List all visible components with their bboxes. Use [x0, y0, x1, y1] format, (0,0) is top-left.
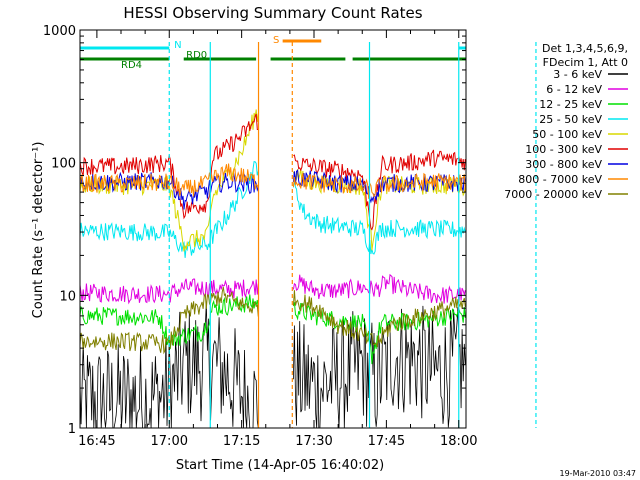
series-lines: [79, 109, 466, 429]
flag-label-n: N: [174, 40, 181, 51]
series-line-7000-20000kev-1: [292, 290, 466, 348]
y-tick-label-1: 10: [59, 289, 76, 304]
legend-label-7: 800 - 7000 keV: [518, 173, 602, 186]
legend-label-0: 3 - 6 keV: [553, 68, 602, 81]
y-axis-label: Count Rate (s⁻¹ detector⁻¹): [31, 142, 46, 319]
axes: 16:45 17:00 17:15 17:30 17:45 18:00 1 10 100 1000: [43, 24, 478, 449]
y-tick-label-3: 1000: [43, 24, 76, 39]
x-tick-label-5: 18:00: [440, 434, 477, 449]
y-tick-label-0: 1: [68, 422, 76, 437]
series-line-300-800kev-1: [292, 169, 466, 204]
x-tick-label-0: 16:45: [78, 434, 115, 449]
y-tick-label-2: 100: [51, 157, 76, 172]
series-line-800-7000kev-0: [79, 163, 259, 197]
x-tick-label-3: 17:30: [295, 434, 332, 449]
series-line-7000-20000kev-0: [79, 286, 259, 355]
series-line-6-12kev-0: [79, 278, 259, 305]
x-tick-label-2: 17:15: [223, 434, 260, 449]
x-axis-label: Start Time (14-Apr-05 16:40:02): [176, 458, 384, 473]
flag-label-s: S: [273, 35, 279, 46]
footer-timestamp: 19-Mar-2010 03:47: [560, 469, 637, 478]
legend-label-2: 12 - 25 keV: [539, 98, 602, 111]
legend-label-6: 300 - 800 keV: [525, 158, 602, 171]
plot-frame: [79, 29, 467, 429]
series-line-800-7000kev-1: [292, 172, 466, 199]
chart-title: HESSI Observing Summary Count Rates: [123, 4, 422, 22]
x-tick-label-1: 17:00: [151, 434, 188, 449]
legend-label-8: 7000 - 20000 keV: [504, 188, 602, 201]
series-line-6-12kev-1: [292, 273, 466, 304]
series-line-100-300kev-1: [293, 149, 466, 231]
legend-header-1: FDecim 1, Att 0: [543, 56, 628, 69]
legend-label-4: 50 - 100 keV: [532, 128, 602, 141]
legend-header-0: Det 1,3,4,5,6,9,: [542, 42, 628, 55]
legend-label-3: 25 - 50 keV: [539, 113, 602, 126]
series-line-25-50kev-0: [79, 161, 259, 258]
flag-label-rd4: RD4: [121, 60, 142, 71]
flag-bars: N RD0 RD4 S: [80, 35, 466, 71]
legend-label-1: 6 - 12 keV: [546, 83, 602, 96]
series-line-25-50kev-1: [292, 180, 466, 255]
flag-label-rd0: RD0: [186, 50, 207, 61]
legend-label-5: 100 - 300 keV: [525, 143, 602, 156]
x-tick-label-4: 17:45: [368, 434, 405, 449]
legend: Det 1,3,4,5,6,9,FDecim 1, Att 03 - 6 keV…: [504, 42, 628, 201]
vertical-markers: [168, 42, 537, 428]
